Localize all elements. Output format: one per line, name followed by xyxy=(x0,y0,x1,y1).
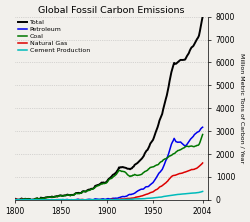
Cement Production xyxy=(140,197,143,200)
Line: Petroleum: Petroleum xyxy=(15,127,203,200)
Total xyxy=(128,168,132,171)
Total xyxy=(30,198,33,201)
Coal xyxy=(132,174,135,177)
Line: Cement Production: Cement Production xyxy=(15,191,203,200)
Petroleum xyxy=(132,192,135,195)
Natural Gas xyxy=(128,197,132,200)
Total xyxy=(14,198,17,200)
Y-axis label: Million Metric Tons of Carbon / Year: Million Metric Tons of Carbon / Year xyxy=(240,53,244,163)
Natural Gas xyxy=(142,194,144,197)
Petroleum xyxy=(186,143,188,146)
Total xyxy=(118,166,120,169)
Natural Gas xyxy=(38,198,42,201)
Total xyxy=(38,198,42,200)
Coal xyxy=(201,133,204,136)
Title: Global Fossil Carbon Emissions: Global Fossil Carbon Emissions xyxy=(38,6,185,15)
Total xyxy=(142,156,144,159)
Legend: Total, Petroleum, Coal, Natural Gas, Cement Production: Total, Petroleum, Coal, Natural Gas, Cem… xyxy=(17,19,91,54)
Petroleum xyxy=(142,188,144,190)
Natural Gas xyxy=(132,197,135,199)
Line: Coal: Coal xyxy=(15,135,203,200)
Natural Gas xyxy=(186,170,188,173)
Petroleum xyxy=(201,126,204,129)
Total xyxy=(132,165,135,168)
Coal xyxy=(128,175,132,178)
Total xyxy=(186,55,188,57)
Petroleum xyxy=(38,198,42,201)
Coal xyxy=(118,169,120,172)
Petroleum xyxy=(14,198,17,201)
Cement Production xyxy=(184,192,188,195)
Cement Production xyxy=(128,198,130,201)
Total xyxy=(201,15,204,18)
Cement Production xyxy=(14,198,17,201)
Line: Natural Gas: Natural Gas xyxy=(15,163,203,200)
Coal xyxy=(186,145,188,147)
Line: Total: Total xyxy=(15,17,203,200)
Cement Production xyxy=(38,198,40,201)
Natural Gas xyxy=(14,198,17,201)
Petroleum xyxy=(14,198,18,201)
Coal xyxy=(38,198,42,200)
Natural Gas xyxy=(118,198,120,201)
Petroleum xyxy=(118,196,120,199)
Petroleum xyxy=(128,193,132,196)
Coal xyxy=(16,198,18,201)
Cement Production xyxy=(201,190,204,193)
Cement Production xyxy=(131,198,134,200)
Coal xyxy=(142,172,144,174)
Cement Production xyxy=(116,198,119,201)
Coal xyxy=(14,198,17,201)
Natural Gas xyxy=(17,198,20,201)
Natural Gas xyxy=(201,162,204,164)
